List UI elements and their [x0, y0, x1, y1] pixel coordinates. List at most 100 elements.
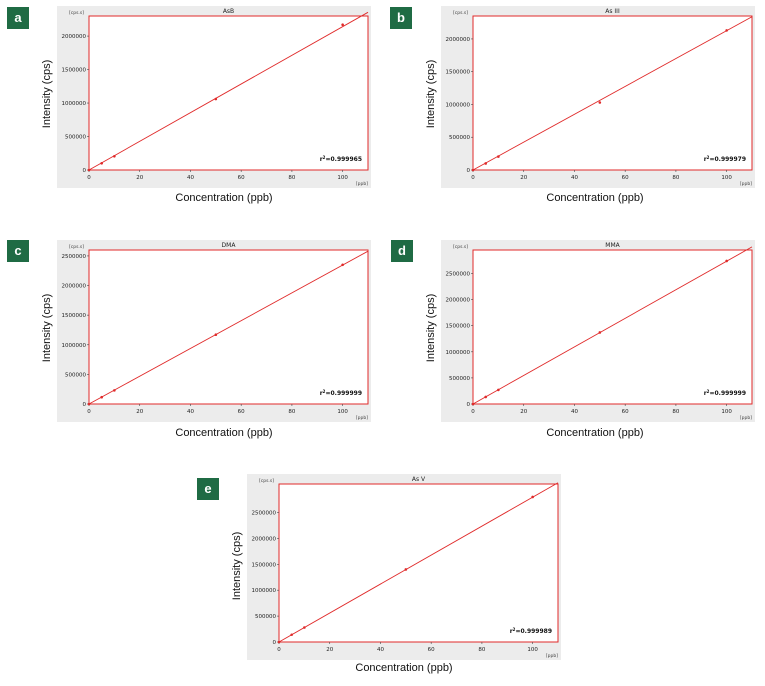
- panel-badge: b: [390, 7, 412, 29]
- data-point: [100, 395, 103, 399]
- y-tick-label: 1000000: [252, 588, 277, 594]
- x-tick-label: 80: [672, 409, 679, 415]
- regression-line: [472, 16, 753, 171]
- y-tick-label: 2000000: [446, 298, 471, 304]
- r-squared-label: r2=0.999999: [704, 389, 746, 398]
- x-tick-label: 100: [721, 175, 732, 181]
- regression-line: [278, 482, 559, 643]
- calibration-chart-mma: MMA [cps.s] [ppb] 0 20 40 60 80 100 0 500000 100000…: [441, 240, 755, 422]
- y-tick-label: 0: [83, 168, 87, 174]
- x-tick-label: 20: [326, 647, 333, 653]
- data-point: [497, 388, 500, 392]
- data-point: [341, 23, 344, 27]
- data-point: [404, 568, 408, 571]
- x-unit-label: [ppb]: [356, 415, 368, 421]
- x-tick-label: 80: [288, 409, 295, 415]
- r-squared-label: r2=0.999999: [320, 389, 362, 398]
- y-tick-label: 500000: [65, 372, 86, 378]
- x-tick-label: 0: [471, 409, 475, 415]
- y-tick-label: 2500000: [252, 510, 277, 516]
- x-tick-label: 80: [478, 647, 485, 653]
- panel-badge: d: [391, 240, 413, 262]
- chart-title: MMA: [605, 242, 620, 249]
- panel-badge: a: [7, 7, 29, 29]
- y-unit-label: [cps.s]: [453, 10, 468, 16]
- y-tick-label: 500000: [449, 376, 470, 382]
- x-tick-label: 20: [136, 175, 143, 181]
- r-squared-label: r2=0.999989: [510, 627, 552, 636]
- chart-title: AsB: [223, 8, 234, 15]
- x-axis-label: Concentration (ppb): [546, 427, 644, 439]
- x-tick-label: 60: [428, 647, 435, 653]
- y-tick-label: 1500000: [446, 324, 471, 330]
- data-point: [214, 97, 218, 101]
- data-point: [113, 389, 116, 392]
- y-tick-label: 2000000: [62, 284, 87, 290]
- y-axis-label: Intensity (cps): [41, 59, 53, 129]
- calibration-chart-asiii: As III [cps.s] [ppb] 0 20 40 60 80 100 0 500000 100…: [441, 6, 755, 188]
- x-tick-label: 100: [721, 409, 732, 415]
- y-tick-label: 2000000: [446, 37, 471, 43]
- y-tick-label: 1500000: [62, 313, 87, 319]
- y-axis-label: Intensity (cps): [425, 293, 437, 363]
- y-tick-label: 1000000: [62, 343, 87, 349]
- x-tick-label: 0: [87, 175, 91, 181]
- y-tick-label: 0: [467, 402, 471, 408]
- y-tick-label: 1500000: [446, 70, 471, 76]
- y-tick-label: 2000000: [252, 536, 277, 542]
- y-tick-label: 1500000: [62, 68, 87, 74]
- x-unit-label: [ppb]: [740, 181, 752, 187]
- data-point: [87, 402, 91, 406]
- r-squared-label: r2=0.999965: [320, 155, 362, 164]
- y-tick-label: 1000000: [62, 101, 87, 107]
- y-tick-label: 500000: [255, 614, 276, 620]
- y-unit-label: [cps.s]: [259, 478, 274, 484]
- x-tick-label: 0: [87, 409, 91, 415]
- y-tick-label: 1000000: [446, 102, 471, 108]
- chart-title: As III: [605, 8, 620, 15]
- data-point: [497, 155, 500, 158]
- x-tick-label: 40: [571, 175, 578, 181]
- panel-badge: c: [7, 240, 29, 262]
- y-unit-label: [cps.s]: [69, 10, 84, 16]
- x-tick-label: 60: [622, 175, 629, 181]
- x-tick-label: 100: [337, 175, 348, 181]
- x-tick-label: 20: [520, 409, 527, 415]
- x-tick-label: 40: [187, 175, 194, 181]
- y-tick-label: 500000: [65, 135, 86, 141]
- regression-line: [88, 250, 369, 405]
- data-point: [531, 495, 534, 499]
- y-tick-label: 2000000: [62, 34, 87, 40]
- x-axis-label: Concentration (ppb): [355, 662, 453, 674]
- x-tick-label: 20: [520, 175, 527, 181]
- x-tick-label: 20: [136, 409, 143, 415]
- chart-title: DMA: [222, 242, 237, 249]
- x-tick-label: 40: [187, 409, 194, 415]
- data-point: [725, 259, 728, 263]
- x-unit-label: [ppb]: [356, 181, 368, 187]
- x-tick-label: 40: [571, 409, 578, 415]
- data-point: [100, 162, 103, 165]
- x-axis-label: Concentration (ppb): [175, 192, 273, 204]
- y-tick-label: 0: [467, 168, 471, 174]
- data-point: [598, 331, 602, 334]
- y-axis-label: Intensity (cps): [41, 293, 53, 363]
- y-axis-label: Intensity (cps): [425, 59, 437, 129]
- x-tick-label: 0: [277, 647, 281, 653]
- calibration-chart-asv: As V [cps.s] [ppb] 0 20 40 60 80 100 0 500000 10000…: [247, 474, 561, 660]
- calibration-chart-dma: DMA [cps.s] [ppb] 0 20 40 60 80 100 0 500000 100000…: [57, 240, 371, 422]
- y-unit-label: [cps.s]: [69, 244, 84, 250]
- chart-title: As V: [412, 476, 426, 483]
- panel-badge: e: [197, 478, 219, 500]
- x-unit-label: [ppb]: [546, 653, 558, 659]
- x-axis-label: Concentration (ppb): [175, 427, 273, 439]
- data-point: [113, 154, 116, 158]
- y-tick-label: 1000000: [446, 350, 471, 356]
- x-tick-label: 60: [238, 409, 245, 415]
- x-axis-label: Concentration (ppb): [546, 192, 644, 204]
- y-axis-label: Intensity (cps): [231, 531, 243, 601]
- data-point: [484, 395, 487, 399]
- x-tick-label: 100: [337, 409, 348, 415]
- data-point: [214, 333, 218, 336]
- y-tick-label: 2500000: [446, 271, 471, 277]
